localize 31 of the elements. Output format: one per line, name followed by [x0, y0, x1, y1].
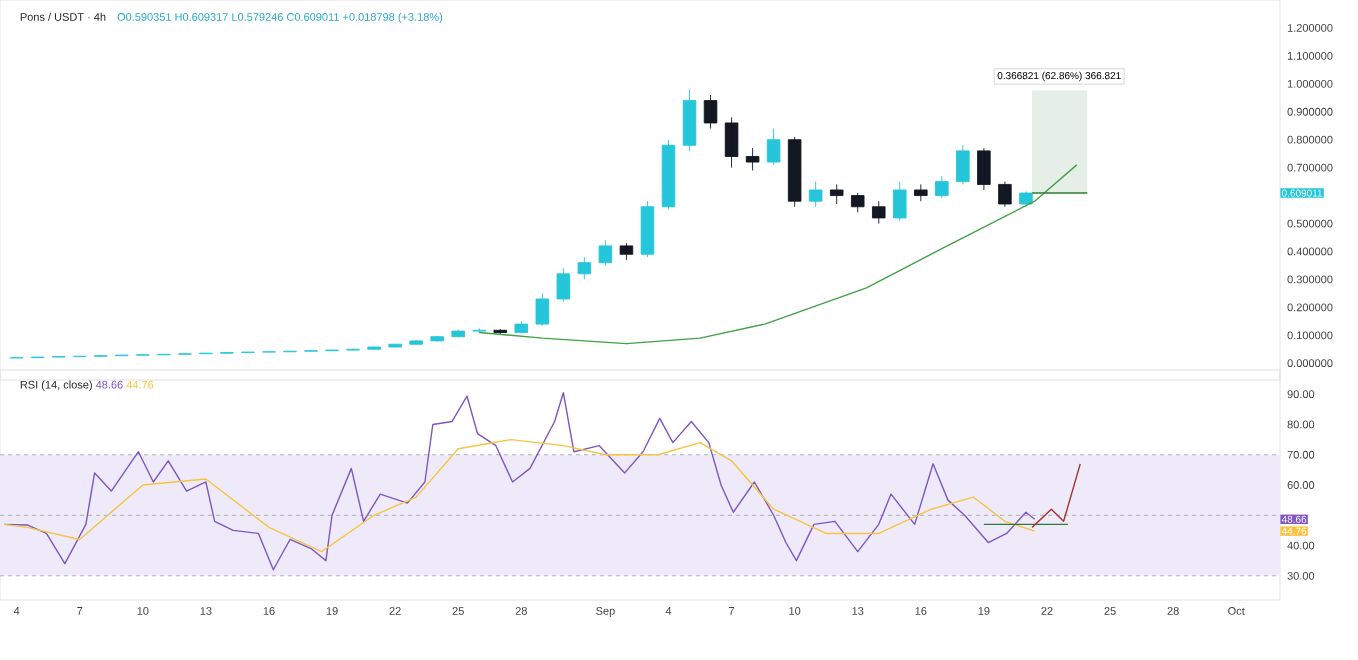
- candlestick: [745, 147, 760, 171]
- candlestick: [472, 327, 486, 334]
- candlestick: [409, 339, 423, 346]
- candlestick: [914, 183, 928, 202]
- candlestick: [661, 139, 676, 210]
- candlestick: [871, 200, 886, 224]
- candlestick: [388, 343, 402, 349]
- candlestick: [977, 147, 991, 191]
- candlestick: [703, 94, 718, 129]
- candlestick: [893, 181, 907, 222]
- candlestick: [514, 320, 529, 334]
- candlestick: [766, 128, 781, 166]
- candlestick: [640, 200, 655, 258]
- candlestick: [493, 328, 508, 335]
- candlestick: [829, 183, 844, 205]
- candlestick: [998, 181, 1012, 208]
- candlestick: [1019, 190, 1033, 208]
- candlestick: [556, 267, 571, 303]
- candlestick: [935, 175, 949, 199]
- candlestick: [787, 136, 802, 208]
- candlestick: [451, 329, 465, 338]
- candlestick: [724, 116, 739, 169]
- candlestick: [850, 192, 865, 213]
- candlestick: [808, 181, 823, 208]
- candlestick: [535, 292, 550, 326]
- candlestick: [956, 144, 970, 185]
- candlestick: [619, 242, 634, 261]
- candlestick: [598, 239, 613, 266]
- candlestick: [430, 335, 444, 342]
- candlestick: [577, 256, 592, 280]
- candlestick: [682, 88, 697, 152]
